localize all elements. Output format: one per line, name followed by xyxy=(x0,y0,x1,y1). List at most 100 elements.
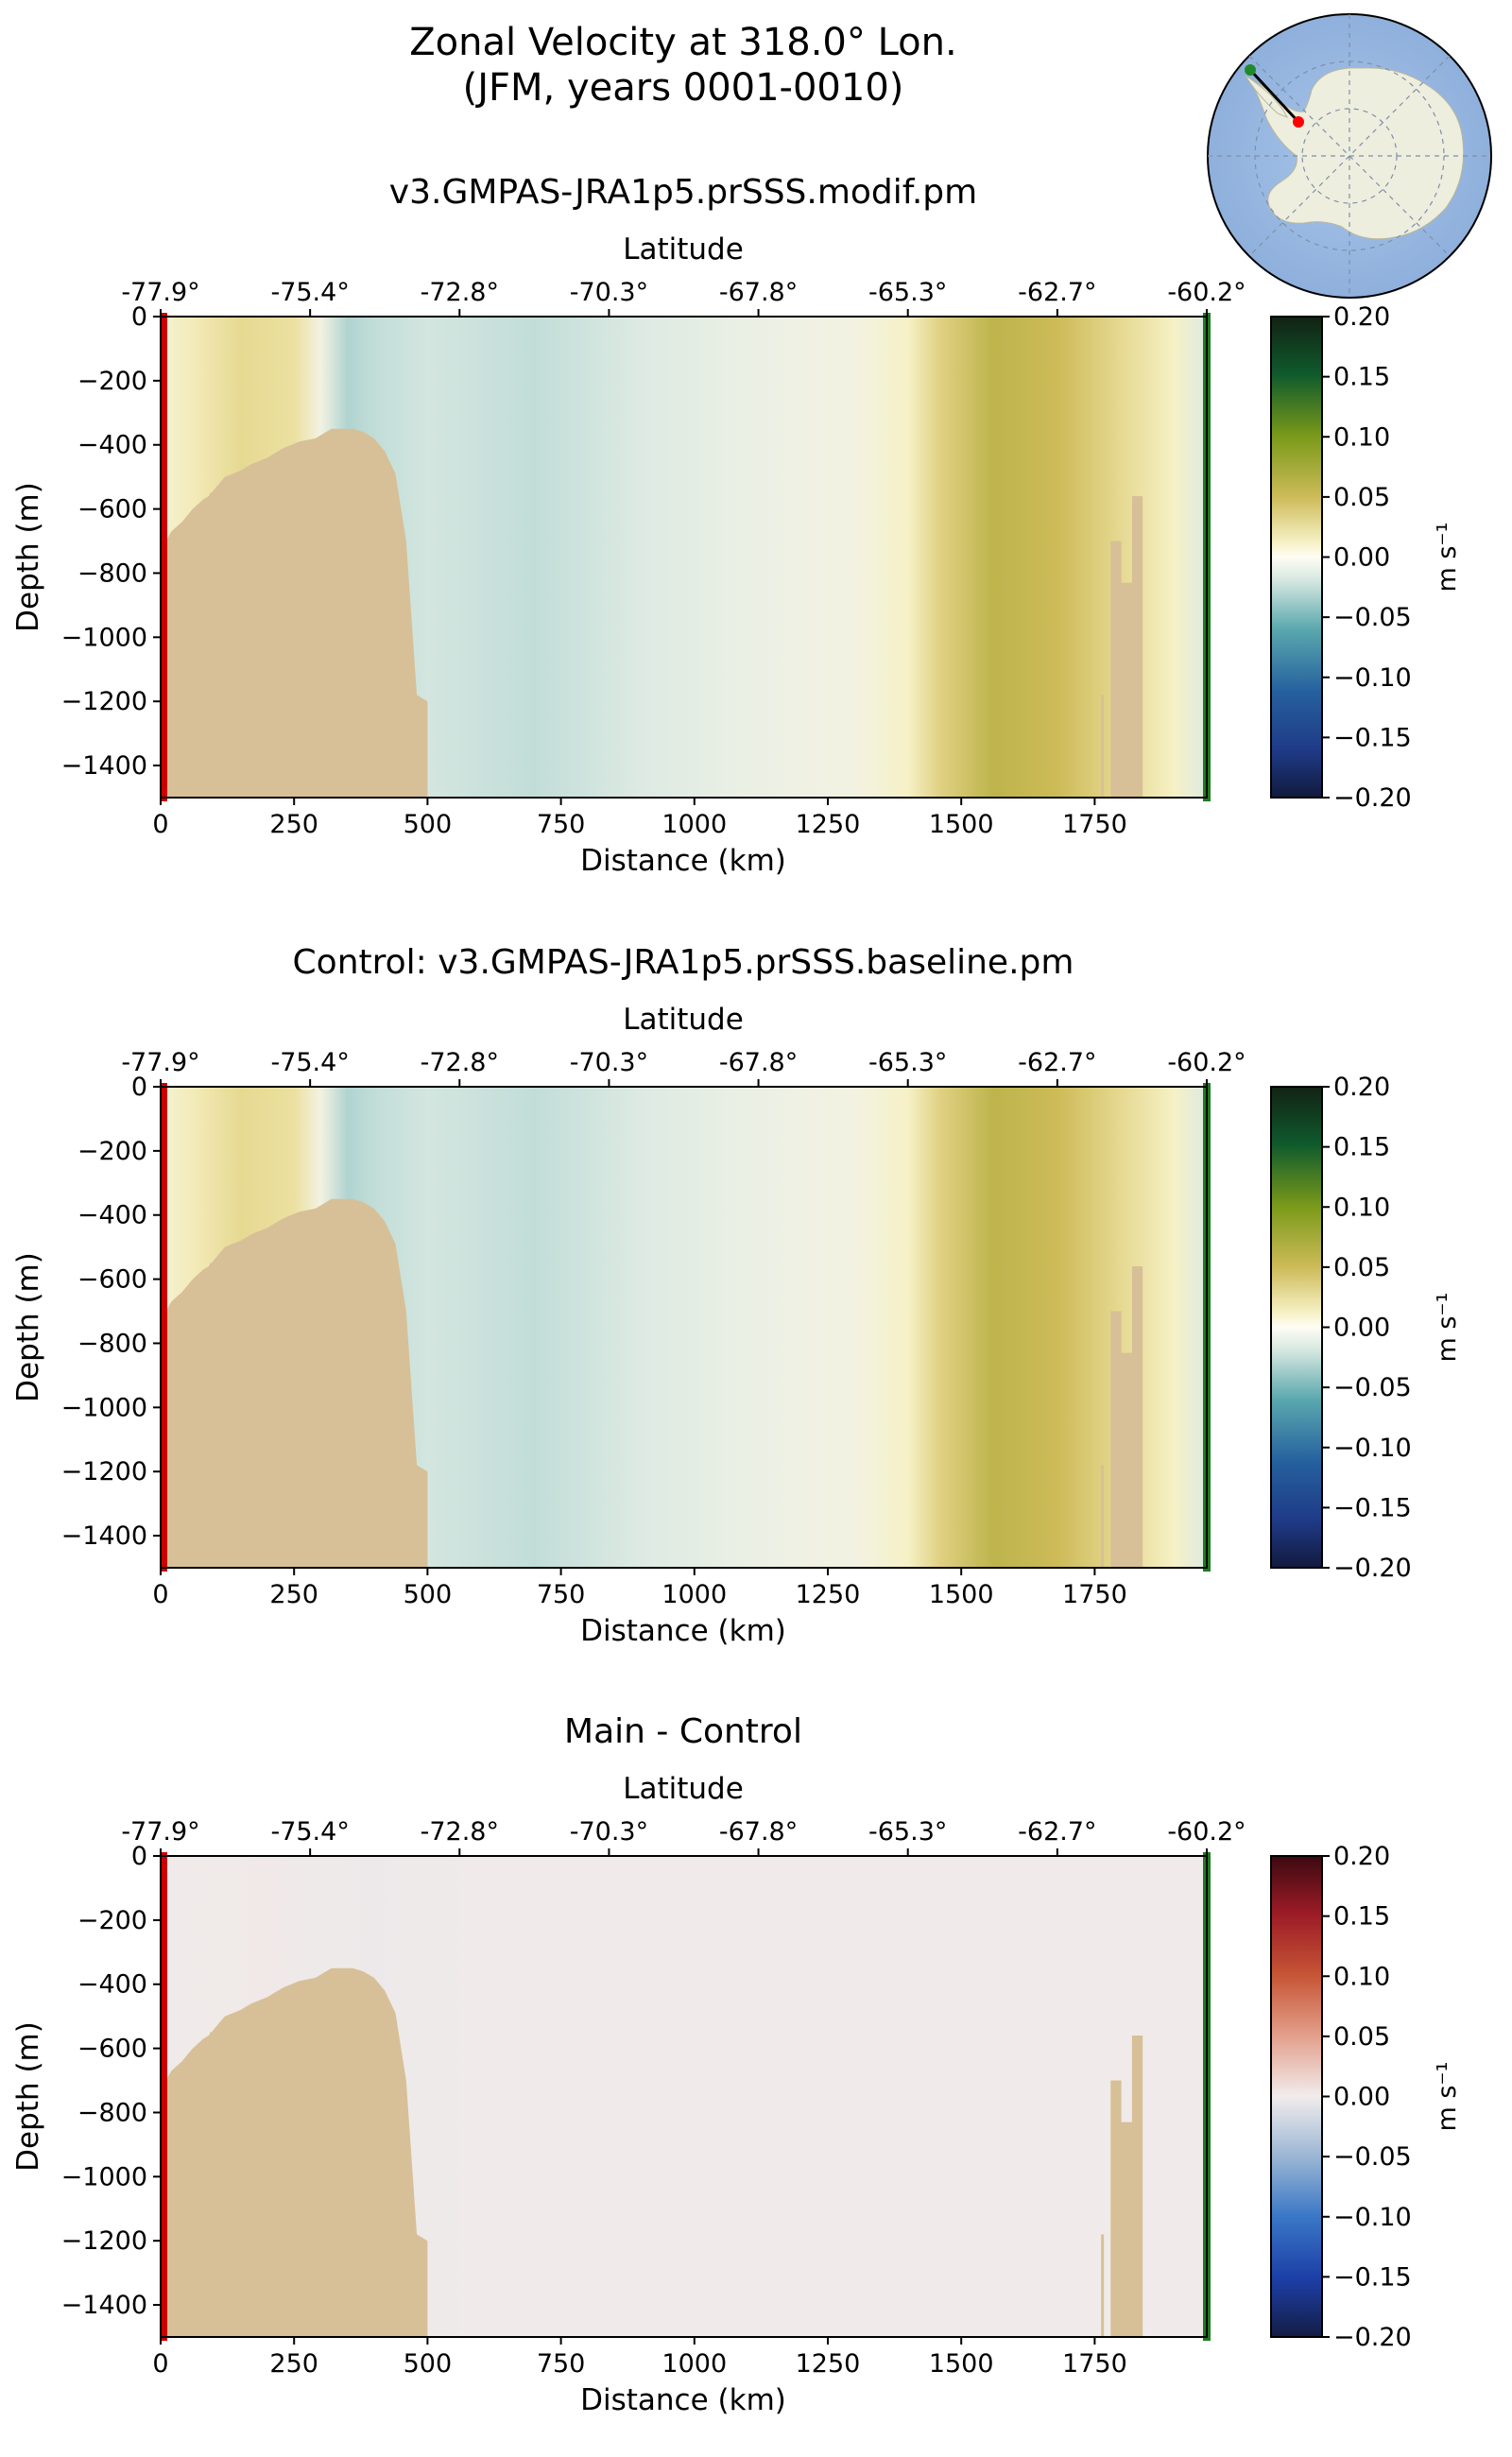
y-tick-label: −400 xyxy=(77,1970,147,2000)
lat-tick-label: -60.2° xyxy=(1167,278,1246,307)
y-tick-label: −200 xyxy=(77,367,147,396)
colorbar-label: m s⁻¹ xyxy=(1433,522,1462,592)
bathymetry-spike xyxy=(209,492,212,798)
top-axis-label: Latitude xyxy=(623,232,744,266)
colorbar-tick-label: 0.20 xyxy=(1333,1073,1390,1102)
x-tick-label: 0 xyxy=(152,810,168,839)
x-tick-label: 0 xyxy=(152,2349,168,2379)
y-tick-label: −800 xyxy=(77,1329,147,1358)
y-tick-label: −400 xyxy=(77,431,147,460)
x-axis-label: Distance (km) xyxy=(580,844,786,878)
y-tick-label: −1400 xyxy=(61,751,147,781)
x-tick-label: 1250 xyxy=(796,810,861,839)
x-tick-label: 1500 xyxy=(929,810,994,839)
bathymetry-ridge xyxy=(1110,1266,1143,1568)
plot-frame xyxy=(160,1855,1208,2338)
colorbar-tick-label: 0.10 xyxy=(1333,422,1390,452)
lat-tick-label: -62.7° xyxy=(1018,278,1096,307)
colorbar-tick-label: −0.15 xyxy=(1333,723,1412,752)
lat-tick-label: -70.3° xyxy=(570,1817,648,1847)
colorbar-label: m s⁻¹ xyxy=(1433,1292,1462,1362)
x-axis-label: Distance (km) xyxy=(580,1614,786,1648)
x-axis-label: Distance (km) xyxy=(580,2383,786,2417)
x-tick-label: 1000 xyxy=(662,810,727,839)
lat-tick-label: -72.8° xyxy=(421,1048,499,1077)
colorbar-tick-label: 0.20 xyxy=(1333,1842,1390,1871)
bathymetry-spike xyxy=(1101,1465,1105,1568)
lat-tick-label: -67.8° xyxy=(719,1048,798,1077)
x-tick-label: 1500 xyxy=(929,1580,994,1609)
y-tick-label: −1400 xyxy=(61,2291,147,2320)
x-tick-label: 250 xyxy=(269,1580,318,1609)
colorbar-tick-label: 0.10 xyxy=(1333,1962,1390,1991)
lat-tick-label: -72.8° xyxy=(421,1817,499,1847)
lat-tick-label: -65.3° xyxy=(868,1817,947,1847)
colorbar-tick-label: 0.20 xyxy=(1333,302,1390,332)
lat-tick-label: -70.3° xyxy=(570,1048,648,1077)
y-tick-label: −600 xyxy=(77,495,147,524)
panel-title: v3.GMPAS-JRA1p5.prSSS.modif.pm xyxy=(389,173,977,212)
inset-map xyxy=(1207,13,1492,299)
colorbar-tick-label: −0.10 xyxy=(1333,663,1412,693)
lat-tick-label: -65.3° xyxy=(868,278,947,307)
lat-tick-label: -62.7° xyxy=(1018,1817,1096,1847)
x-tick-label: 750 xyxy=(537,1580,586,1609)
y-tick-label: −1200 xyxy=(61,1457,147,1486)
x-tick-label: 1750 xyxy=(1062,1580,1127,1609)
lat-tick-label: -77.9° xyxy=(121,278,199,307)
y-tick-label: −1200 xyxy=(61,2226,147,2256)
figure-title-line2: (JFM, years 0001-0010) xyxy=(463,66,904,110)
colorbar-tick-label: −0.10 xyxy=(1333,2203,1412,2232)
y-tick-label: −1400 xyxy=(61,1521,147,1551)
bathymetry-ridge xyxy=(1110,496,1143,798)
colorbar-tick-label: 0.05 xyxy=(1333,483,1390,512)
y-tick-label: −600 xyxy=(77,2035,147,2064)
x-tick-label: 1000 xyxy=(662,1580,727,1609)
colorbar-tick-label: −0.20 xyxy=(1333,1554,1412,1583)
colorbar-tick-label: −0.20 xyxy=(1333,2323,1412,2352)
x-tick-label: 1000 xyxy=(662,2349,727,2379)
top-axis-label: Latitude xyxy=(623,1003,744,1037)
figure-title-line1: Zonal Velocity at 318.0° Lon. xyxy=(409,21,956,64)
map-transect-start xyxy=(1293,116,1304,128)
colorbar-tick-label: 0.15 xyxy=(1333,1902,1390,1932)
plot-frame xyxy=(160,1086,1208,1569)
colorbar-tick-label: −0.15 xyxy=(1333,2262,1412,2292)
y-tick-label: −200 xyxy=(77,1906,147,1935)
colorbar-tick-label: −0.05 xyxy=(1333,1373,1412,1402)
x-tick-label: 750 xyxy=(537,2349,586,2379)
lat-tick-label: -75.4° xyxy=(270,1817,349,1847)
colorbar-tick-label: −0.15 xyxy=(1333,1493,1412,1522)
x-tick-label: 1500 xyxy=(929,2349,994,2379)
colorbar-tick-label: −0.10 xyxy=(1333,1434,1412,1463)
lat-tick-label: -67.8° xyxy=(719,1817,798,1847)
lat-tick-label: -75.4° xyxy=(270,278,349,307)
colorbar-tick-label: 0.10 xyxy=(1333,1193,1390,1222)
map-transect-end xyxy=(1245,64,1256,76)
colorbar-tick-label: 0.15 xyxy=(1333,1133,1390,1162)
y-axis-label: Depth (m) xyxy=(11,1252,45,1402)
x-tick-label: 1750 xyxy=(1062,2349,1127,2379)
x-tick-label: 1750 xyxy=(1062,810,1127,839)
bathymetry-shelf xyxy=(161,1967,428,2337)
x-tick-label: 250 xyxy=(269,2349,318,2379)
colorbar-tick-label: 0.15 xyxy=(1333,363,1390,392)
x-tick-label: 500 xyxy=(404,2349,453,2379)
colorbar xyxy=(1270,1855,1323,2338)
y-tick-label: −400 xyxy=(77,1201,147,1230)
y-tick-label: −200 xyxy=(77,1137,147,1166)
plot-frame xyxy=(160,316,1208,799)
colorbar-tick-label: 0.05 xyxy=(1333,2022,1390,2052)
x-tick-label: 750 xyxy=(537,810,586,839)
panel-3: Main - Control 0 250 500 750 1000 1250 1500 1750… xyxy=(11,1712,1462,2417)
bathymetry-spike xyxy=(209,1263,212,1568)
top-axis-label: Latitude xyxy=(623,1772,744,1806)
map-transect-line xyxy=(1248,68,1300,124)
x-tick-label: 500 xyxy=(404,810,453,839)
colorbar xyxy=(1270,316,1323,799)
lat-tick-label: -60.2° xyxy=(1167,1817,1246,1847)
colorbar-tick-label: −0.05 xyxy=(1333,2142,1412,2172)
y-tick-label: −600 xyxy=(77,1265,147,1295)
bathymetry-shelf xyxy=(161,1198,428,1568)
